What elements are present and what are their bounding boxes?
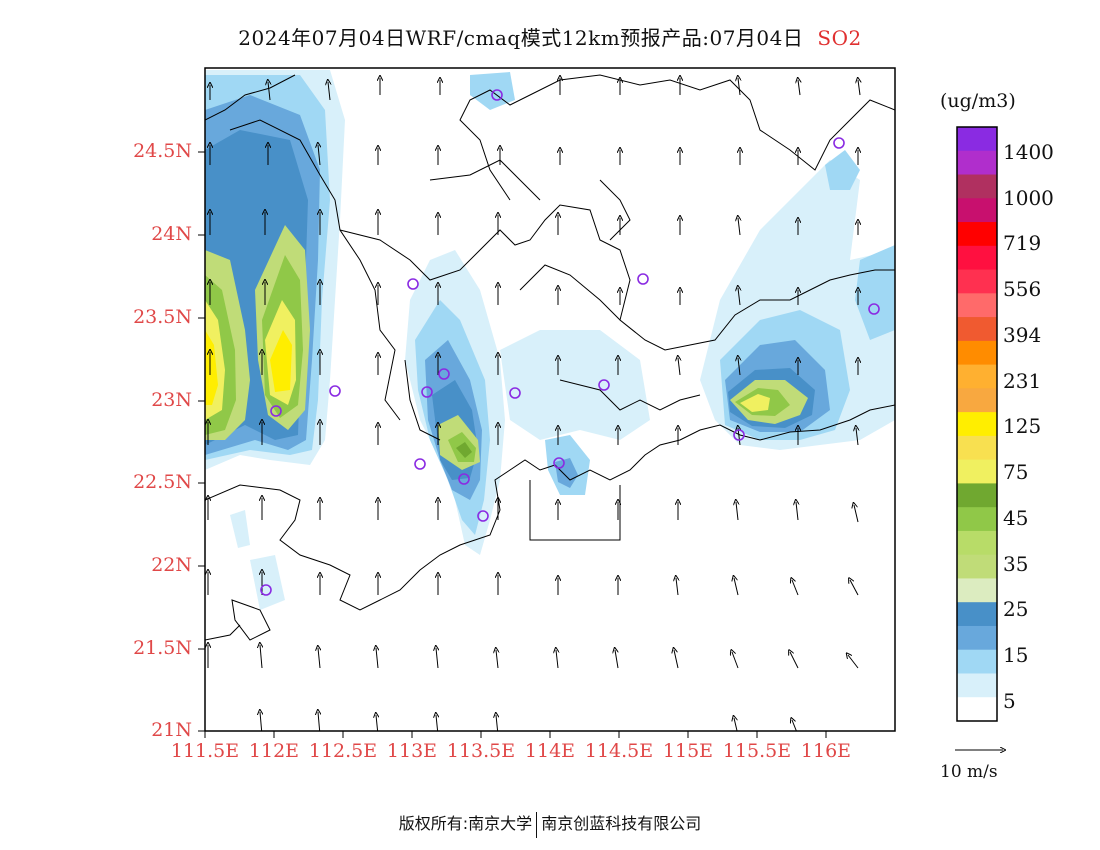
colorbar-swatch — [957, 340, 997, 366]
species-label: SO2 — [817, 26, 862, 50]
y-tick-label: 21N — [151, 719, 192, 741]
colorbar-label: 125 — [1003, 414, 1042, 438]
copyright-text: 版权所有:南京大学 — [398, 814, 533, 833]
colorbar-swatch — [957, 293, 997, 318]
footer: 版权所有:南京大学 南京创蓝科技有限公司 — [0, 810, 1100, 838]
colorbar-label: 35 — [1003, 552, 1029, 576]
colorbar-swatch — [957, 269, 997, 294]
colorbar-swatch — [957, 649, 997, 674]
x-tick-label: 112E — [248, 740, 300, 762]
y-tick-label: 23N — [151, 389, 192, 411]
colorbar-label: 394 — [1003, 323, 1042, 347]
colorbar-frame — [956, 126, 998, 722]
y-tick-label: 22N — [151, 554, 192, 576]
colorbar-label: 45 — [1003, 506, 1029, 530]
colorbar-label: 1000 — [1003, 186, 1054, 210]
colorbar-swatch — [957, 578, 997, 603]
y-tick-label: 24.5N — [133, 140, 192, 162]
colorbar-swatch — [957, 174, 997, 199]
colorbar-swatch — [957, 602, 997, 627]
x-tick-label: 115E — [662, 740, 714, 762]
x-tick-label: 113.5E — [446, 740, 516, 762]
colorbar-swatch — [957, 150, 997, 176]
colorbar-swatch — [957, 388, 997, 413]
colorbar-swatch — [957, 697, 997, 722]
colorbar-swatch — [957, 317, 997, 342]
colorbar-swatch — [957, 127, 997, 152]
x-tick-label: 114E — [524, 740, 576, 762]
colorbar-label: 25 — [1003, 597, 1029, 621]
title-text: 2024年07月04日WRF/cmaq模式12km预报产品:07月04日 — [238, 26, 804, 50]
colorbar-swatch — [957, 245, 997, 271]
x-tick-label: 115.5E — [722, 740, 792, 762]
colorbar-label: 719 — [1003, 231, 1042, 255]
map-title: 2024年07月04日WRF/cmaq模式12km预报产品:07月04日 SO2 — [0, 22, 1100, 51]
y-tick-label: 21.5N — [133, 637, 192, 659]
wind-reference-label: 10 m/s — [940, 762, 998, 782]
colorbar-swatch — [957, 198, 997, 223]
y-tick-label: 23.5N — [133, 306, 192, 328]
footer-divider — [536, 811, 538, 838]
monitoring-station-markers — [260, 89, 880, 596]
colorbar-swatch — [957, 459, 997, 484]
y-tick-label: 22.5N — [133, 471, 192, 493]
colorbar-label: 75 — [1003, 460, 1029, 484]
wind-vectors — [208, 78, 860, 731]
colorbar-swatch — [957, 673, 997, 698]
colorbar-label: 1400 — [1003, 140, 1054, 164]
colorbar-unit: (ug/m3) — [940, 90, 1016, 112]
axis-ticks — [198, 151, 827, 738]
colorbar-label: 231 — [1003, 369, 1042, 393]
x-tick-label: 111.5E — [170, 740, 240, 762]
x-tick-label: 116E — [800, 740, 852, 762]
colorbar-swatch — [957, 554, 997, 579]
colorbar-swatch — [957, 507, 997, 532]
colorbar-swatch — [957, 412, 997, 437]
colorbar-swatch — [957, 222, 997, 247]
x-tick-label: 112.5E — [308, 740, 378, 762]
colorbar-label: 5 — [1003, 689, 1016, 713]
colorbar-swatch — [957, 530, 997, 556]
colorbar — [956, 126, 998, 722]
concentration-field — [205, 70, 895, 610]
x-tick-label: 114.5E — [584, 740, 654, 762]
colorbar-label: 556 — [1003, 277, 1042, 301]
x-tick-label: 113E — [386, 740, 438, 762]
company-name: 南京创蓝科技有限公司 — [541, 814, 702, 833]
y-tick-label: 24N — [151, 223, 192, 245]
colorbar-label: 15 — [1003, 643, 1029, 667]
boundary-lines — [205, 74, 895, 641]
colorbar-swatch — [957, 483, 997, 508]
colorbar-swatch — [957, 435, 997, 461]
colorbar-swatch — [957, 625, 997, 651]
colorbar-swatch — [957, 364, 997, 389]
